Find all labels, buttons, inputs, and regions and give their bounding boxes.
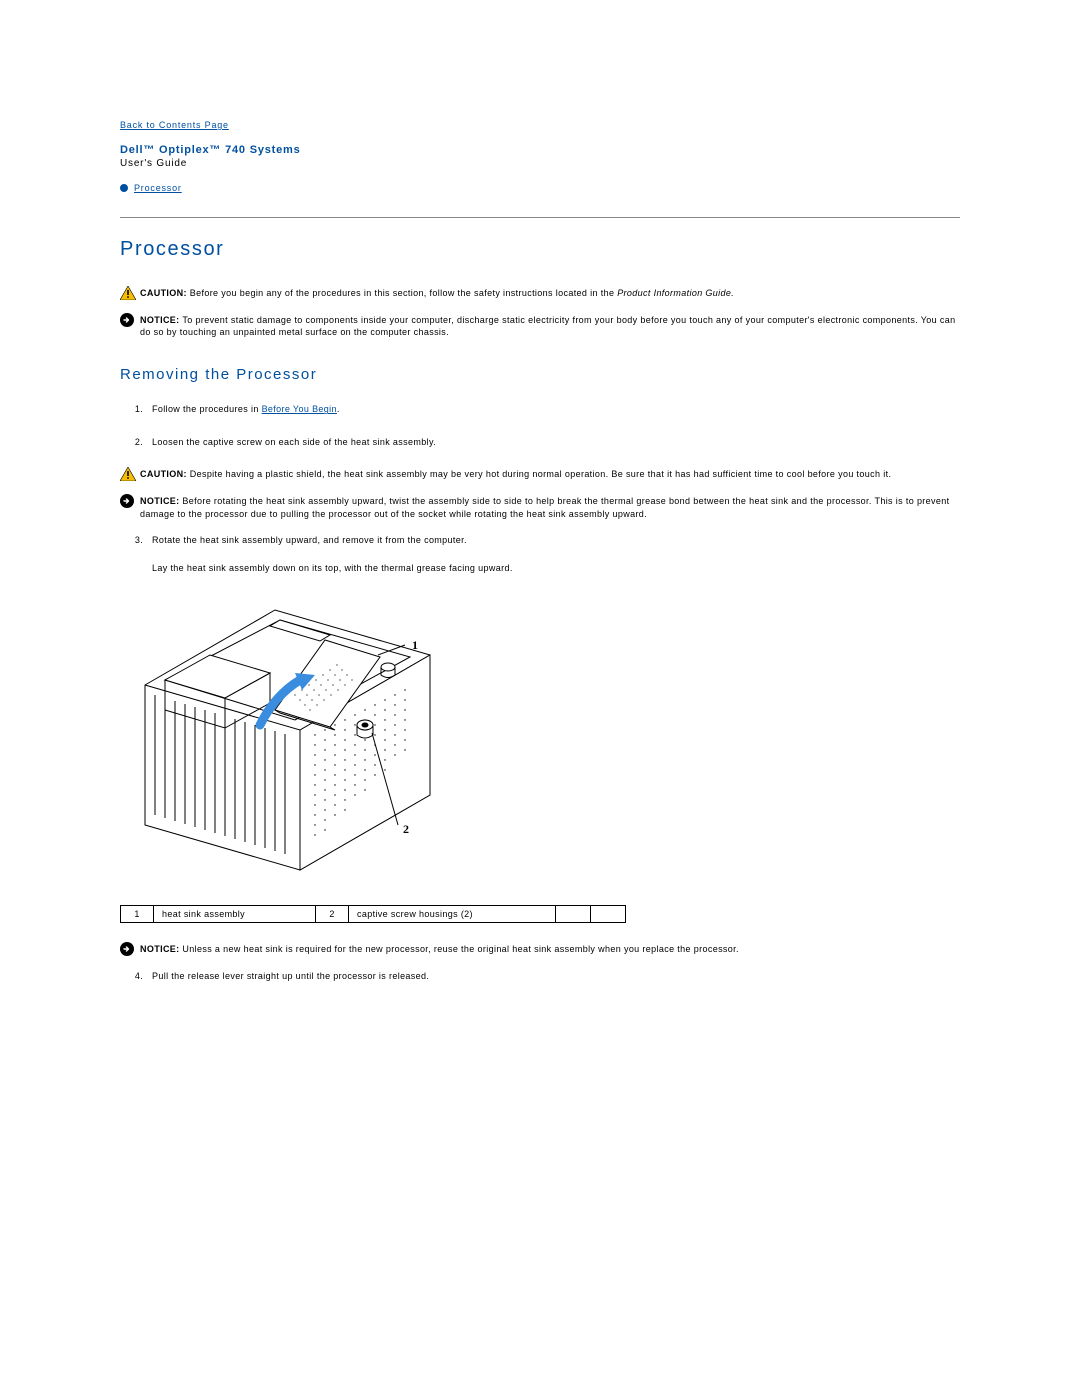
users-guide-label: User's Guide [120,158,960,169]
notice-icon [120,494,140,508]
steps-list-b: Rotate the heat sink assembly upward, an… [120,534,960,575]
step-2: Loosen the captive screw on each side of… [146,436,960,449]
callout-2: 2 [403,822,410,836]
back-to-contents-link[interactable]: Back to Contents Page [120,120,960,130]
toc-link[interactable]: Processor [134,183,182,193]
cell-empty-2 [591,905,626,922]
notice-1: NOTICE: To prevent static damage to comp… [120,314,960,338]
product-title: Dell™ Optiplex™ 740 Systems [120,144,960,156]
step-3-sub: Lay the heat sink assembly down on its t… [152,562,960,575]
caution-2: CAUTION: Despite having a plastic shield… [120,468,960,481]
callout-1: 1 [412,638,419,652]
divider [120,217,960,218]
notice-icon [120,942,140,956]
notice-icon [120,313,140,327]
cell-2-label: captive screw housings (2) [349,905,556,922]
notice-3: NOTICE: Unless a new heat sink is requir… [120,943,960,956]
steps-list-a: Follow the procedures in Before You Begi… [120,403,960,448]
step-1: Follow the procedures in Before You Begi… [146,403,960,416]
cell-1-num: 1 [121,905,154,922]
table-row: 1 heat sink assembly 2 captive screw hou… [121,905,626,922]
bullet-icon [120,184,128,192]
before-you-begin-link[interactable]: Before You Begin [262,404,337,414]
toc-item-processor[interactable]: Processor [120,183,960,193]
caution-icon [120,467,140,481]
steps-list-c: Pull the release lever straight up until… [120,970,960,983]
notice-2: NOTICE: Before rotating the heat sink as… [120,495,960,519]
step-3: Rotate the heat sink assembly upward, an… [146,534,960,575]
cell-1-label: heat sink assembly [154,905,316,922]
caution-icon [120,286,140,300]
parts-table: 1 heat sink assembly 2 captive screw hou… [120,905,626,923]
subsection-heading-removing: Removing the Processor [120,366,960,383]
step-4: Pull the release lever straight up until… [146,970,960,983]
caution-1: CAUTION: Before you begin any of the pro… [120,287,960,300]
cell-empty-1 [556,905,591,922]
cell-2-num: 2 [316,905,349,922]
section-heading-processor: Processor [120,238,960,261]
heatsink-figure: 1 2 [120,595,960,885]
